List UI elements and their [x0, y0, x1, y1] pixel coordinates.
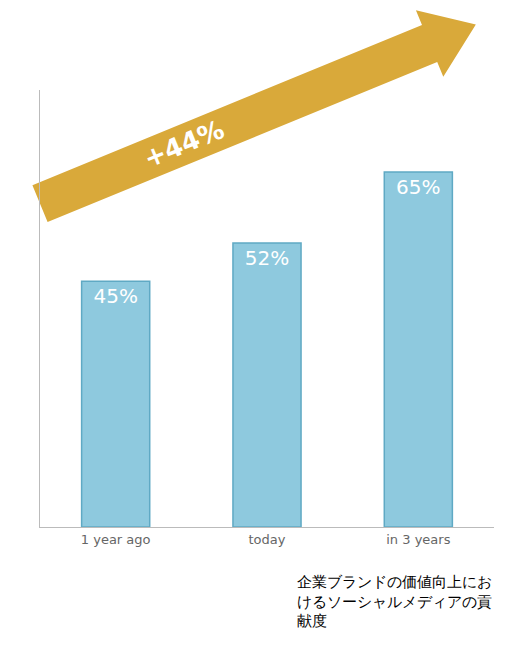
svg-text:45%: 45% [93, 284, 137, 308]
svg-text:65%: 65% [396, 175, 440, 199]
svg-text:+44%: +44% [139, 114, 228, 174]
svg-text:in 3 years: in 3 years [386, 532, 450, 547]
svg-text:today: today [249, 532, 286, 547]
svg-text:52%: 52% [245, 246, 289, 270]
svg-text:企業ブランドの価値向上におけるソーシャルメディアの貢献度: 企業ブランドの価値向上におけるソーシャルメディアの貢献度 [297, 573, 492, 630]
svg-text:1 year ago: 1 year ago [81, 532, 151, 547]
